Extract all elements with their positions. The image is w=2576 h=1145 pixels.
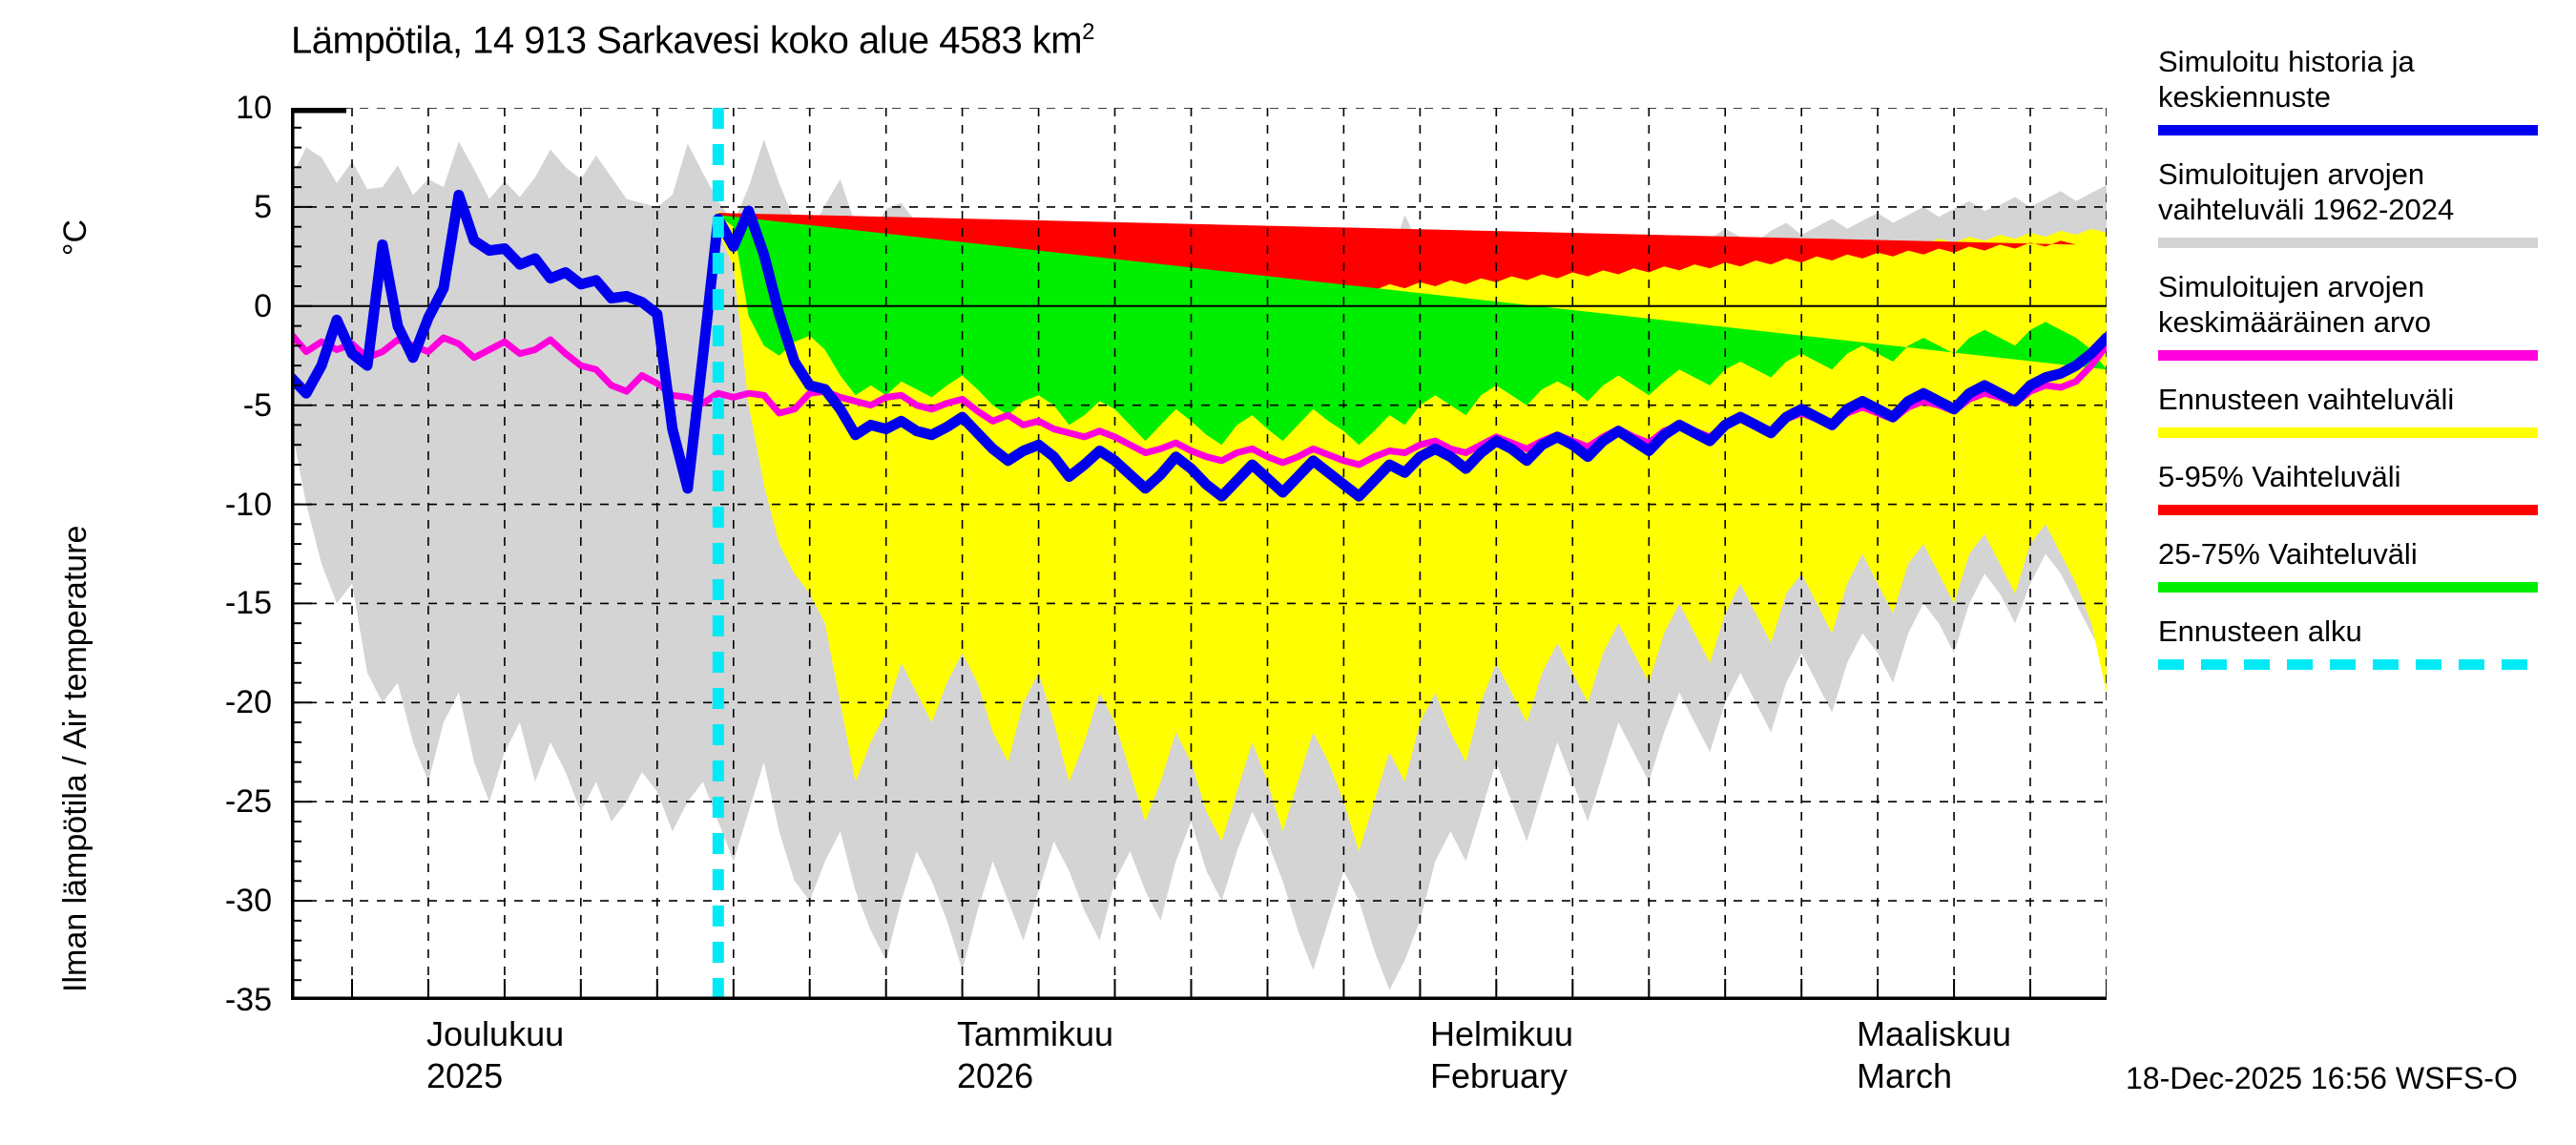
legend-item[interactable]: Simuloitujen arvojen keskimääräinen arvo <box>2158 269 2568 361</box>
legend-item-swatch <box>2158 238 2538 248</box>
legend-item-swatch <box>2158 427 2538 438</box>
y-axis-tick-label: -15 <box>224 585 272 622</box>
chart-title-text: Lämpötila, 14 913 Sarkavesi koko alue 45… <box>291 19 1083 62</box>
legend-item[interactable]: Ennusteen vaihteluväli <box>2158 382 2568 438</box>
legend-item-label: Simuloitu historia ja keskiennuste <box>2158 45 2415 114</box>
y-axis-tick-label: -5 <box>242 386 272 424</box>
y-axis-tick-label: -30 <box>224 883 272 920</box>
x-axis-month-label: Helmikuu February <box>1430 1014 1574 1095</box>
plot-area <box>291 108 2107 1000</box>
y-axis-tick-label: -20 <box>224 684 272 721</box>
legend-item-swatch <box>2158 659 2538 670</box>
legend-item[interactable]: 25-75% Vaihteluväli <box>2158 536 2568 593</box>
x-axis-month-label: Maaliskuu March <box>1857 1014 2012 1095</box>
legend-item[interactable]: 5-95% Vaihteluväli <box>2158 459 2568 515</box>
x-axis-month-label: Joulukuu 2025 <box>426 1014 565 1095</box>
legend-item-label: 5-95% Vaihteluväli <box>2158 460 2401 493</box>
chart-title-superscript: 2 <box>1082 19 1094 45</box>
y-axis-tick-label: 0 <box>254 287 272 324</box>
legend-item-swatch <box>2158 582 2538 593</box>
y-axis-tick-label: -10 <box>224 486 272 523</box>
legend-item-swatch <box>2158 125 2538 135</box>
p25-p75-band <box>717 215 2107 446</box>
legend-item[interactable]: Simuloitujen arvojen vaihteluväli 1962-2… <box>2158 156 2568 248</box>
y-axis-tick-label: -25 <box>224 783 272 821</box>
legend-item[interactable]: Ennusteen alku <box>2158 614 2568 670</box>
chart-title: Lämpötila, 14 913 Sarkavesi koko alue 45… <box>291 19 1094 62</box>
y-axis-title: Ilman lämpötila / Air temperature <box>57 525 93 992</box>
y-axis-tick-label: -35 <box>224 982 272 1018</box>
legend-item[interactable]: Simuloitu historia ja keskiennuste <box>2158 44 2568 135</box>
x-axis-month-label: Tammikuu 2026 <box>957 1014 1114 1095</box>
y-axis-tick-label: 5 <box>254 188 272 225</box>
legend-item-swatch <box>2158 350 2538 361</box>
x-axis-labels: Joulukuu 2025 Tammikuu 2026 Helmikuu February… <box>0 1013 2576 1118</box>
legend-item-label: Simuloitujen arvojen vaihteluväli 1962-2… <box>2158 157 2455 226</box>
timestamp: 18-Dec-2025 16:56 WSFS-O <box>2126 1061 2518 1095</box>
legend-item-label: Ennusteen alku <box>2158 614 2362 648</box>
simulated-history-line <box>291 189 2107 502</box>
legend-item-label: 25-75% Vaihteluväli <box>2158 537 2418 571</box>
plot-svg <box>291 108 2107 1000</box>
y-axis-ticks: 10 5 0 -5 -10 -15 -20 -25 -30 -35 <box>138 92 272 1016</box>
y-axis-unit: °C <box>57 219 93 257</box>
y-axis-tick-label: 10 <box>236 90 272 126</box>
legend-item-label: Simuloitujen arvojen keskimääräinen arvo <box>2158 270 2432 339</box>
chart-legend: Simuloitu historia ja keskiennuste Simulo… <box>2158 44 2568 691</box>
legend-item-label: Ennusteen vaihteluväli <box>2158 383 2455 416</box>
legend-item-swatch <box>2158 505 2538 515</box>
